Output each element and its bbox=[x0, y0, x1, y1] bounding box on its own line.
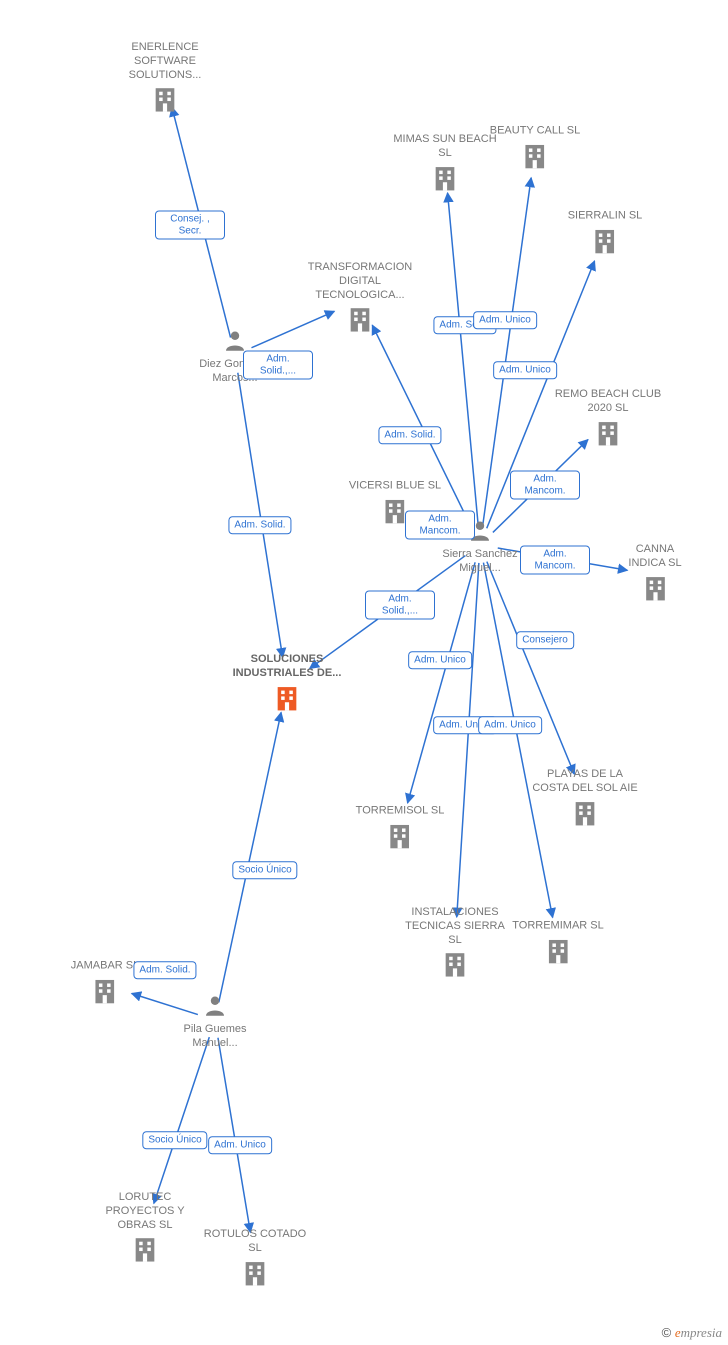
edge-line bbox=[448, 193, 479, 527]
edge-line bbox=[487, 562, 574, 774]
node-rotulos[interactable]: ROTULOS COTADO SL bbox=[200, 1228, 310, 1293]
node-torremisol[interactable]: TORREMISOL SL bbox=[356, 805, 445, 856]
node-pila[interactable]: Pila Guemes Manuel... bbox=[160, 990, 270, 1051]
building-icon bbox=[131, 1236, 159, 1264]
person-icon bbox=[203, 994, 227, 1018]
building-icon bbox=[346, 306, 374, 334]
node-label: SOLUCIONES INDUSTRIALES DE... bbox=[232, 653, 342, 681]
building-icon bbox=[521, 142, 549, 170]
edge-label: Adm. Unico bbox=[473, 311, 537, 329]
node-label: TORREMISOL SL bbox=[356, 805, 445, 819]
building-icon bbox=[431, 164, 459, 192]
node-label: MIMAS SUN BEACH SL bbox=[390, 133, 500, 161]
building-icon bbox=[441, 951, 469, 979]
building-icon bbox=[241, 1259, 269, 1287]
edge-label: Consejero bbox=[516, 631, 574, 649]
node-label: Pila Guemes Manuel... bbox=[160, 1023, 270, 1051]
node-lorutec[interactable]: LORUTEC PROYECTOS Y OBRAS SL bbox=[90, 1191, 200, 1269]
building-icon bbox=[641, 574, 669, 602]
edge-label: Adm. Solid. bbox=[378, 426, 441, 444]
node-transformacion[interactable]: TRANSFORMACION DIGITAL TECNOLOGICA... bbox=[305, 261, 415, 339]
node-label: TORREMIMAR SL bbox=[512, 920, 603, 934]
edge-label: Adm. Mancom. bbox=[520, 546, 590, 575]
node-label: Sierra Sanchez Miguel... bbox=[425, 548, 535, 576]
edge-label: Adm. Unico bbox=[408, 651, 472, 669]
node-label: ROTULOS COTADO SL bbox=[200, 1228, 310, 1256]
node-enerlence[interactable]: ENERLENCE SOFTWARE SOLUTIONS... bbox=[110, 41, 220, 119]
edge-line bbox=[219, 712, 281, 1002]
node-mimas[interactable]: MIMAS SUN BEACH SL bbox=[390, 133, 500, 198]
node-jamabar[interactable]: JAMABAR SL bbox=[71, 960, 139, 1011]
node-label: BEAUTY CALL SL bbox=[490, 125, 581, 139]
node-torremimar[interactable]: TORREMIMAR SL bbox=[512, 920, 603, 971]
node-instalaciones[interactable]: INSTALACIONES TECNICAS SIERRA SL bbox=[400, 906, 510, 984]
copyright: © empresia bbox=[662, 1325, 722, 1341]
edge-line bbox=[218, 1038, 250, 1233]
node-playas[interactable]: PLAYAS DE LA COSTA DEL SOL AIE bbox=[530, 768, 640, 833]
node-label: VICERSI BLUE SL bbox=[349, 480, 441, 494]
node-label: ENERLENCE SOFTWARE SOLUTIONS... bbox=[110, 41, 220, 82]
node-label: CANNA INDICA SL bbox=[619, 543, 692, 571]
edge-label: Adm. Solid. bbox=[133, 961, 196, 979]
edge-label: Adm. Mancom. bbox=[510, 471, 580, 500]
edge-label: Consej. , Secr. bbox=[155, 211, 225, 240]
building-icon bbox=[273, 684, 301, 712]
edge-label: Socio Único bbox=[232, 861, 297, 879]
edge-label: Adm. Solid. bbox=[228, 516, 291, 534]
node-beauty[interactable]: BEAUTY CALL SL bbox=[490, 125, 581, 176]
edge-line bbox=[483, 563, 552, 918]
edge-label: Adm. Unico bbox=[208, 1136, 272, 1154]
edge-label: Adm. Solid.,... bbox=[243, 351, 313, 380]
edge-label: Adm. Unico bbox=[478, 716, 542, 734]
node-canna[interactable]: CANNA INDICA SL bbox=[619, 543, 692, 608]
edge-line bbox=[238, 373, 283, 658]
node-label: REMO BEACH CLUB 2020 SL bbox=[553, 388, 663, 416]
node-label: INSTALACIONES TECNICAS SIERRA SL bbox=[400, 906, 510, 947]
edge-label: Socio Único bbox=[142, 1131, 207, 1149]
edge-label: Adm. Mancom. bbox=[405, 511, 475, 540]
node-label: PLAYAS DE LA COSTA DEL SOL AIE bbox=[530, 768, 640, 796]
node-remobeach[interactable]: REMO BEACH CLUB 2020 SL bbox=[553, 388, 663, 453]
building-icon bbox=[544, 937, 572, 965]
building-icon bbox=[386, 822, 414, 850]
node-label: LORUTEC PROYECTOS Y OBRAS SL bbox=[90, 1191, 200, 1232]
building-icon bbox=[571, 799, 599, 827]
copyright-symbol: © bbox=[662, 1325, 672, 1340]
person-icon bbox=[223, 329, 247, 353]
building-icon bbox=[594, 419, 622, 447]
node-label: SIERRALIN SL bbox=[568, 210, 643, 224]
edge-label: Adm. Unico bbox=[493, 361, 557, 379]
node-soluciones[interactable]: SOLUCIONES INDUSTRIALES DE... bbox=[232, 653, 342, 718]
edges-layer bbox=[0, 0, 728, 1345]
copyright-rest: mpresia bbox=[681, 1325, 722, 1340]
node-label: JAMABAR SL bbox=[71, 960, 139, 974]
building-icon bbox=[151, 86, 179, 114]
node-label: TRANSFORMACION DIGITAL TECNOLOGICA... bbox=[305, 261, 415, 302]
building-icon bbox=[91, 977, 119, 1005]
diagram-canvas: SOLUCIONES INDUSTRIALES DE... ENERLENCE … bbox=[0, 0, 728, 1345]
building-icon bbox=[591, 227, 619, 255]
edge-label: Adm. Solid.,... bbox=[365, 591, 435, 620]
node-sierralin[interactable]: SIERRALIN SL bbox=[568, 210, 643, 261]
edge-line bbox=[154, 1037, 209, 1203]
